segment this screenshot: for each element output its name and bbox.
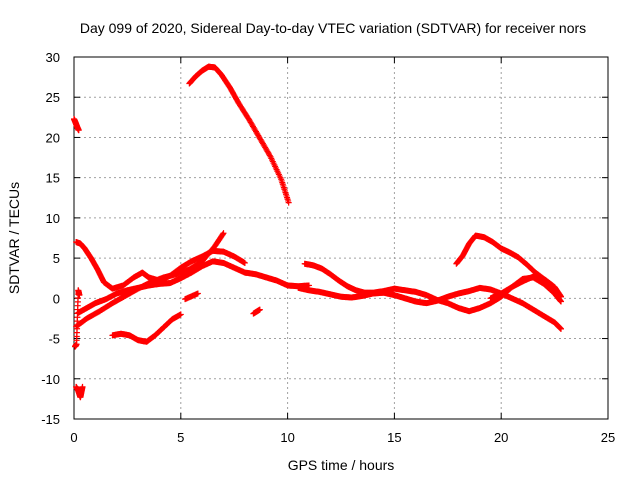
y-tick-label: 30	[46, 50, 60, 65]
series-track-c	[73, 383, 86, 401]
grid	[74, 57, 608, 419]
y-tick-label: -15	[41, 412, 60, 427]
data-point	[75, 127, 82, 134]
x-tick-label: 5	[177, 430, 184, 445]
data-point	[256, 306, 263, 313]
data-point	[194, 290, 201, 297]
y-tick-label: 20	[46, 130, 60, 145]
x-tick-label: 15	[387, 430, 401, 445]
data-point	[241, 259, 248, 266]
y-tick-label: 10	[46, 211, 60, 226]
data-point	[219, 231, 226, 238]
data-point	[558, 293, 565, 300]
y-tick-label: -10	[41, 372, 60, 387]
x-tick-label: 25	[601, 430, 615, 445]
series-track-f	[73, 230, 227, 330]
data-point	[79, 383, 86, 390]
series-track-n	[72, 287, 83, 350]
series-track-k	[295, 284, 565, 332]
series-track-m	[487, 273, 565, 302]
x-axis-label: GPS time / hours	[288, 457, 395, 473]
series-track-e	[75, 258, 312, 316]
series-track-i	[250, 306, 263, 317]
plot-frame	[73, 56, 609, 420]
x-tick-label: 0	[70, 430, 77, 445]
x-tick-label: 20	[494, 430, 508, 445]
data-point	[285, 199, 292, 206]
y-tick-label: 15	[46, 171, 60, 186]
data-point	[558, 325, 565, 332]
data-marks	[71, 63, 565, 401]
data-point	[220, 230, 227, 237]
series-track-d	[73, 239, 248, 292]
series-track-a	[186, 63, 292, 206]
y-tick-label: 25	[46, 90, 60, 105]
data-point	[177, 311, 184, 318]
y-tick-label: -5	[48, 332, 60, 347]
y-axis-label: SDTVAR / TECUs	[6, 182, 22, 294]
series-track-g	[109, 311, 184, 345]
series-track-h	[182, 290, 201, 303]
data-point	[76, 292, 83, 299]
axis-ticks: 0 5 10 15 20 25 -15 -10 -5 0 5 10 15 20 25 30	[41, 50, 615, 445]
series-track-b	[71, 115, 82, 134]
chart-title: Day 099 of 2020, Sidereal Day-to-day VTE…	[80, 20, 586, 36]
y-tick-label: 5	[53, 251, 60, 266]
x-tick-label: 10	[280, 430, 294, 445]
y-tick-label: 0	[53, 291, 60, 306]
